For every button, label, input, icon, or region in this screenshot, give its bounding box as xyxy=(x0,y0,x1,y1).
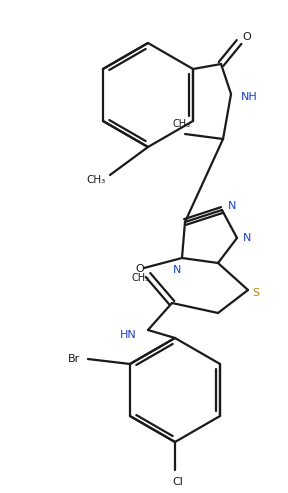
Text: N: N xyxy=(243,233,251,243)
Text: NH: NH xyxy=(241,92,257,102)
Text: CH₃: CH₃ xyxy=(86,175,106,185)
Text: Cl: Cl xyxy=(173,477,183,487)
Text: N: N xyxy=(173,265,181,275)
Text: HN: HN xyxy=(120,330,137,340)
Text: O: O xyxy=(136,264,144,274)
Text: S: S xyxy=(253,288,259,298)
Text: Br: Br xyxy=(68,354,80,364)
Text: CH₃: CH₃ xyxy=(173,119,191,129)
Text: N: N xyxy=(228,201,236,211)
Text: CH₃: CH₃ xyxy=(132,273,150,283)
Text: O: O xyxy=(243,32,251,42)
